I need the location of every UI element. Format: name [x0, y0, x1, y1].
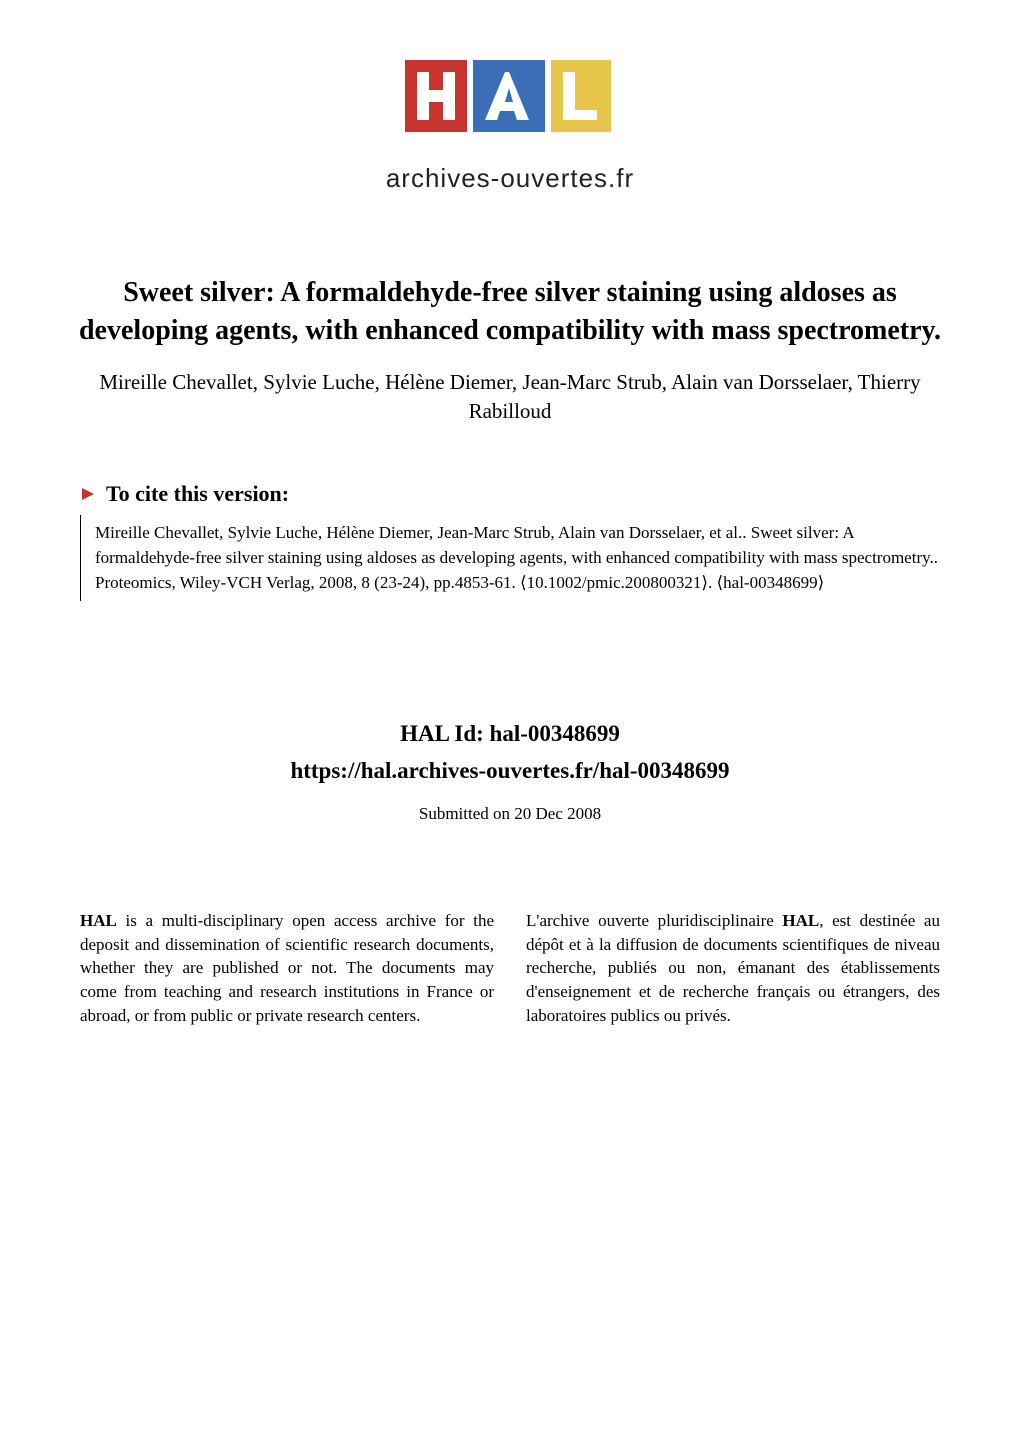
hal-logo-block: archives-ouvertes.fr [0, 0, 1020, 234]
footer-col-left: HAL is a multi-disciplinary open access … [80, 909, 494, 1028]
footer-right-lead: HAL [782, 911, 819, 930]
paper-authors: Mireille Chevallet, Sylvie Luche, Hélène… [70, 368, 950, 427]
hal-url: https://hal.archives-ouvertes.fr/hal-003… [0, 753, 1020, 790]
triangle-icon [80, 486, 96, 502]
hal-id-label: HAL Id: hal-00348699 [0, 716, 1020, 753]
hal-logo-icon [405, 60, 615, 152]
hal-submitted-date: Submitted on 20 Dec 2008 [0, 804, 1020, 824]
footer-left-rest: is a multi-disciplinary open access arch… [80, 911, 494, 1025]
cite-block: To cite this version: Mireille Chevallet… [80, 481, 940, 601]
footer-col-right: L'archive ouverte pluridisciplinaire HAL… [526, 909, 940, 1028]
cite-box: Mireille Chevallet, Sylvie Luche, Hélène… [80, 515, 940, 601]
hal-logo-text: archives-ouvertes.fr [0, 163, 1020, 194]
cite-heading: To cite this version: [106, 481, 289, 507]
hal-id-block: HAL Id: hal-00348699 https://hal.archive… [0, 716, 1020, 824]
cite-heading-row: To cite this version: [80, 481, 940, 507]
footer-right-pre: L'archive ouverte pluridisciplinaire [526, 911, 782, 930]
footer-columns: HAL is a multi-disciplinary open access … [0, 909, 1020, 1028]
title-block: Sweet silver: A formaldehyde-free silver… [0, 274, 1020, 426]
footer-left-lead: HAL [80, 911, 117, 930]
paper-title: Sweet silver: A formaldehyde-free silver… [70, 274, 950, 350]
cite-text: Mireille Chevallet, Sylvie Luche, Hélène… [95, 521, 940, 595]
